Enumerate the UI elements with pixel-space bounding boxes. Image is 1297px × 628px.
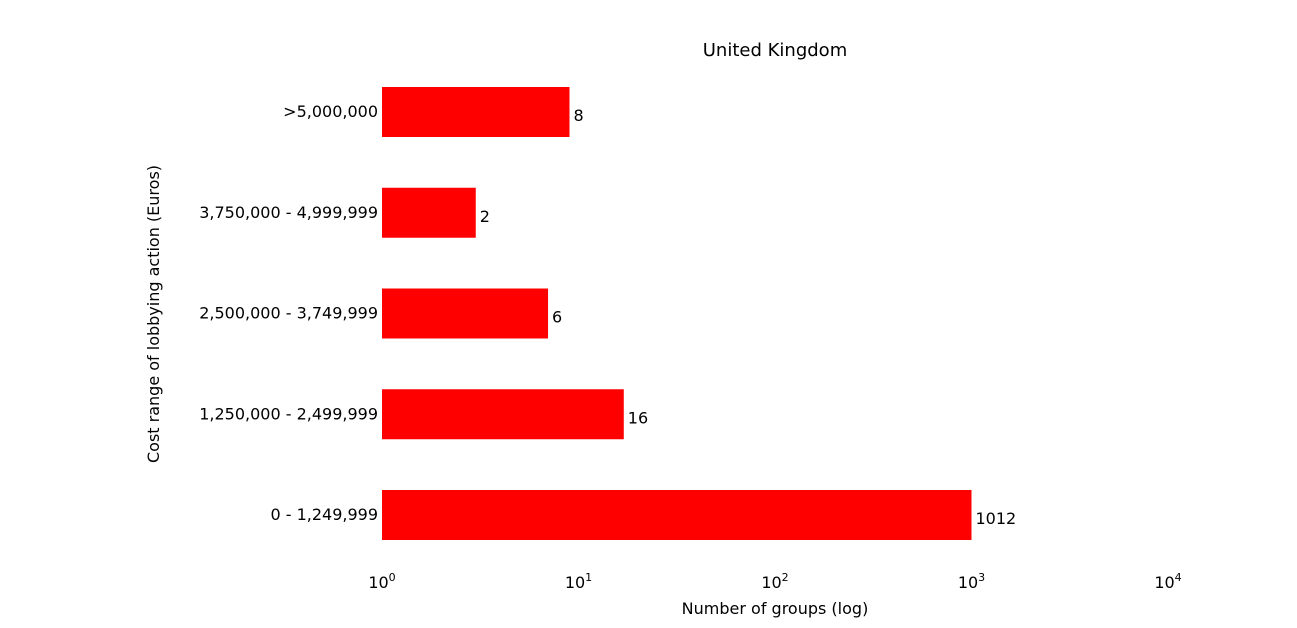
bar (382, 87, 570, 137)
bars-group (382, 87, 972, 540)
x-tick-label: 104 (1154, 571, 1181, 592)
bar (382, 490, 972, 540)
x-tick-labels-group: 100 101 102 103 104 (368, 571, 1181, 592)
bar (382, 187, 476, 238)
category-labels-group: 0 - 1,249,999 1,250,000 - 2,499,999 2,500,… (199, 102, 378, 524)
bar (382, 288, 549, 339)
x-axis-label: Number of groups (log) (682, 599, 869, 618)
bar (382, 389, 624, 440)
value-label: 16 (628, 408, 648, 427)
category-label: 2,500,000 - 3,749,999 (199, 304, 378, 323)
value-label: 8 (574, 106, 584, 125)
value-label: 2 (480, 207, 490, 226)
value-labels-group: 1012 16 6 2 8 (480, 106, 1016, 528)
x-tick-label: 102 (761, 571, 788, 592)
chart-title: United Kingdom (703, 40, 847, 61)
x-tick-label: 103 (958, 571, 985, 592)
x-tick-label: 101 (565, 571, 592, 592)
y-axis-label: Cost range of lobbying action (Euros) (144, 165, 163, 463)
x-tick-label: 100 (368, 571, 395, 592)
value-label: 6 (552, 308, 562, 327)
category-label: >5,000,000 (283, 102, 378, 121)
value-label: 1012 (976, 509, 1017, 528)
category-label: 0 - 1,249,999 (270, 505, 378, 524)
category-label: 3,750,000 - 4,999,999 (199, 203, 378, 222)
category-label: 1,250,000 - 2,499,999 (199, 404, 378, 423)
